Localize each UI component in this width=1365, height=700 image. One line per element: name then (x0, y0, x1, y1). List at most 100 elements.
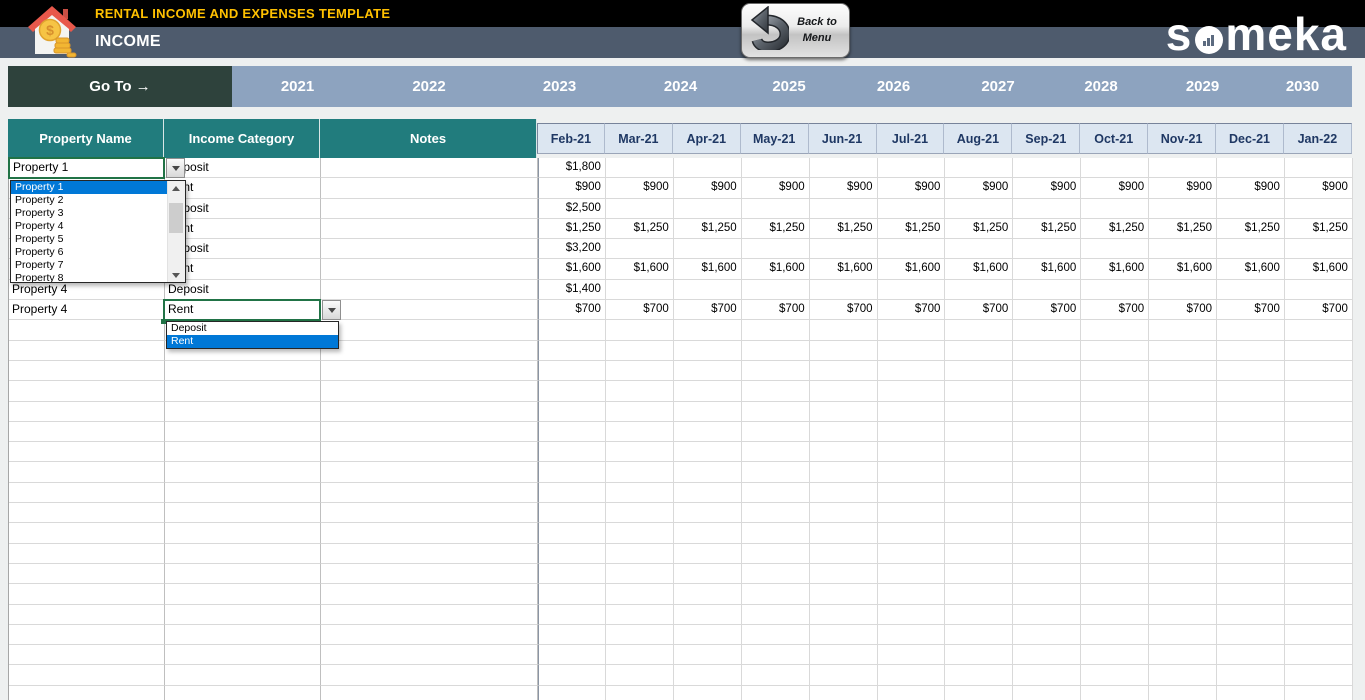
empty-cell[interactable] (1081, 523, 1150, 544)
value-cell[interactable]: $900 (741, 178, 810, 199)
value-cell[interactable]: $1,250 (809, 218, 878, 240)
empty-cell[interactable] (1217, 624, 1285, 646)
empty-cell[interactable] (809, 645, 878, 666)
empty-cell[interactable] (165, 503, 321, 524)
value-cell[interactable]: $2,500 (538, 198, 606, 219)
value-cell[interactable]: $1,600 (741, 259, 810, 280)
value-cell[interactable] (1217, 198, 1285, 219)
empty-cell[interactable] (809, 462, 878, 483)
empty-cell[interactable] (673, 442, 742, 463)
empty-cell[interactable] (1284, 665, 1353, 686)
empty-cell[interactable] (809, 381, 878, 402)
empty-cell[interactable] (741, 401, 810, 422)
empty-cell[interactable] (1081, 665, 1150, 686)
empty-cell[interactable] (605, 584, 674, 605)
empty-cell[interactable] (1284, 685, 1353, 700)
value-cell[interactable]: $700 (1081, 300, 1150, 321)
empty-cell[interactable] (809, 584, 878, 605)
empty-cell[interactable] (877, 543, 946, 564)
empty-cell[interactable] (809, 624, 878, 646)
empty-cell[interactable] (809, 482, 878, 504)
empty-cell[interactable] (809, 320, 878, 341)
empty-cell[interactable] (1284, 503, 1353, 524)
empty-cell[interactable] (1149, 685, 1218, 700)
category-cell[interactable]: Deposit (165, 198, 321, 219)
empty-cell[interactable] (741, 523, 810, 544)
empty-cell[interactable] (1013, 584, 1082, 605)
value-cell[interactable]: $1,250 (1284, 218, 1353, 240)
empty-cell[interactable] (605, 685, 674, 700)
notes-cell[interactable] (321, 239, 538, 260)
empty-cell[interactable] (538, 685, 606, 700)
dropdown-scrollbar[interactable] (167, 181, 185, 282)
empty-cell[interactable] (165, 360, 321, 382)
empty-cell[interactable] (321, 421, 538, 443)
year-tab-2026[interactable]: 2026 (841, 66, 946, 107)
empty-cell[interactable] (809, 543, 878, 564)
value-cell[interactable] (1217, 158, 1285, 179)
value-cell[interactable] (1013, 239, 1082, 260)
empty-cell[interactable] (605, 421, 674, 443)
empty-cell[interactable] (945, 442, 1014, 463)
empty-cell[interactable] (877, 604, 946, 625)
value-cell[interactable]: $1,400 (538, 279, 606, 301)
value-cell[interactable]: $1,250 (1149, 218, 1218, 240)
value-cell[interactable]: $900 (1284, 178, 1353, 199)
empty-cell[interactable] (538, 543, 606, 564)
value-cell[interactable] (605, 158, 674, 179)
empty-cell[interactable] (1284, 442, 1353, 463)
empty-cell[interactable] (673, 624, 742, 646)
empty-cell[interactable] (809, 563, 878, 585)
empty-cell[interactable] (1013, 340, 1082, 361)
value-cell[interactable] (1013, 279, 1082, 301)
empty-cell[interactable] (945, 523, 1014, 544)
empty-cell[interactable] (538, 624, 606, 646)
value-cell[interactable] (1149, 279, 1218, 301)
value-cell[interactable]: $700 (1149, 300, 1218, 321)
empty-cell[interactable] (538, 360, 606, 382)
empty-cell[interactable] (538, 523, 606, 544)
notes-cell[interactable] (321, 178, 538, 199)
empty-cell[interactable] (1081, 462, 1150, 483)
value-cell[interactable] (945, 158, 1014, 179)
empty-cell[interactable] (321, 645, 538, 666)
empty-cell[interactable] (1284, 320, 1353, 341)
empty-cell[interactable] (1081, 584, 1150, 605)
empty-cell[interactable] (605, 381, 674, 402)
value-cell[interactable]: $700 (1217, 300, 1285, 321)
empty-cell[interactable] (673, 462, 742, 483)
value-cell[interactable] (1217, 279, 1285, 301)
empty-cell[interactable] (945, 665, 1014, 686)
property-cell[interactable]: Property 4 (9, 300, 165, 321)
year-tab-2027[interactable]: 2027 (946, 66, 1050, 107)
value-cell[interactable] (1013, 198, 1082, 219)
empty-cell[interactable] (1149, 543, 1218, 564)
value-cell[interactable] (741, 279, 810, 301)
empty-cell[interactable] (877, 462, 946, 483)
empty-cell[interactable] (1081, 340, 1150, 361)
empty-cell[interactable] (1013, 604, 1082, 625)
empty-cell[interactable] (741, 360, 810, 382)
value-cell[interactable]: $700 (538, 300, 606, 321)
empty-cell[interactable] (1284, 462, 1353, 483)
value-cell[interactable]: $1,250 (673, 218, 742, 240)
empty-cell[interactable] (1284, 401, 1353, 422)
value-cell[interactable] (877, 158, 946, 179)
value-cell[interactable] (673, 158, 742, 179)
empty-cell[interactable] (9, 482, 165, 504)
empty-cell[interactable] (9, 442, 165, 463)
empty-cell[interactable] (321, 320, 538, 341)
empty-cell[interactable] (321, 563, 538, 585)
empty-cell[interactable] (809, 665, 878, 686)
empty-cell[interactable] (809, 685, 878, 700)
empty-cell[interactable] (321, 584, 538, 605)
dropdown-option[interactable]: Property 3 (15, 207, 64, 219)
value-cell[interactable]: $700 (877, 300, 946, 321)
dropdown-option[interactable]: Property 2 (15, 194, 64, 206)
year-tab-2028[interactable]: 2028 (1050, 66, 1152, 107)
value-cell[interactable] (809, 279, 878, 301)
value-cell[interactable]: $1,600 (605, 259, 674, 280)
year-tab-2023[interactable]: 2023 (495, 66, 624, 107)
empty-cell[interactable] (945, 360, 1014, 382)
empty-cell[interactable] (1217, 462, 1285, 483)
